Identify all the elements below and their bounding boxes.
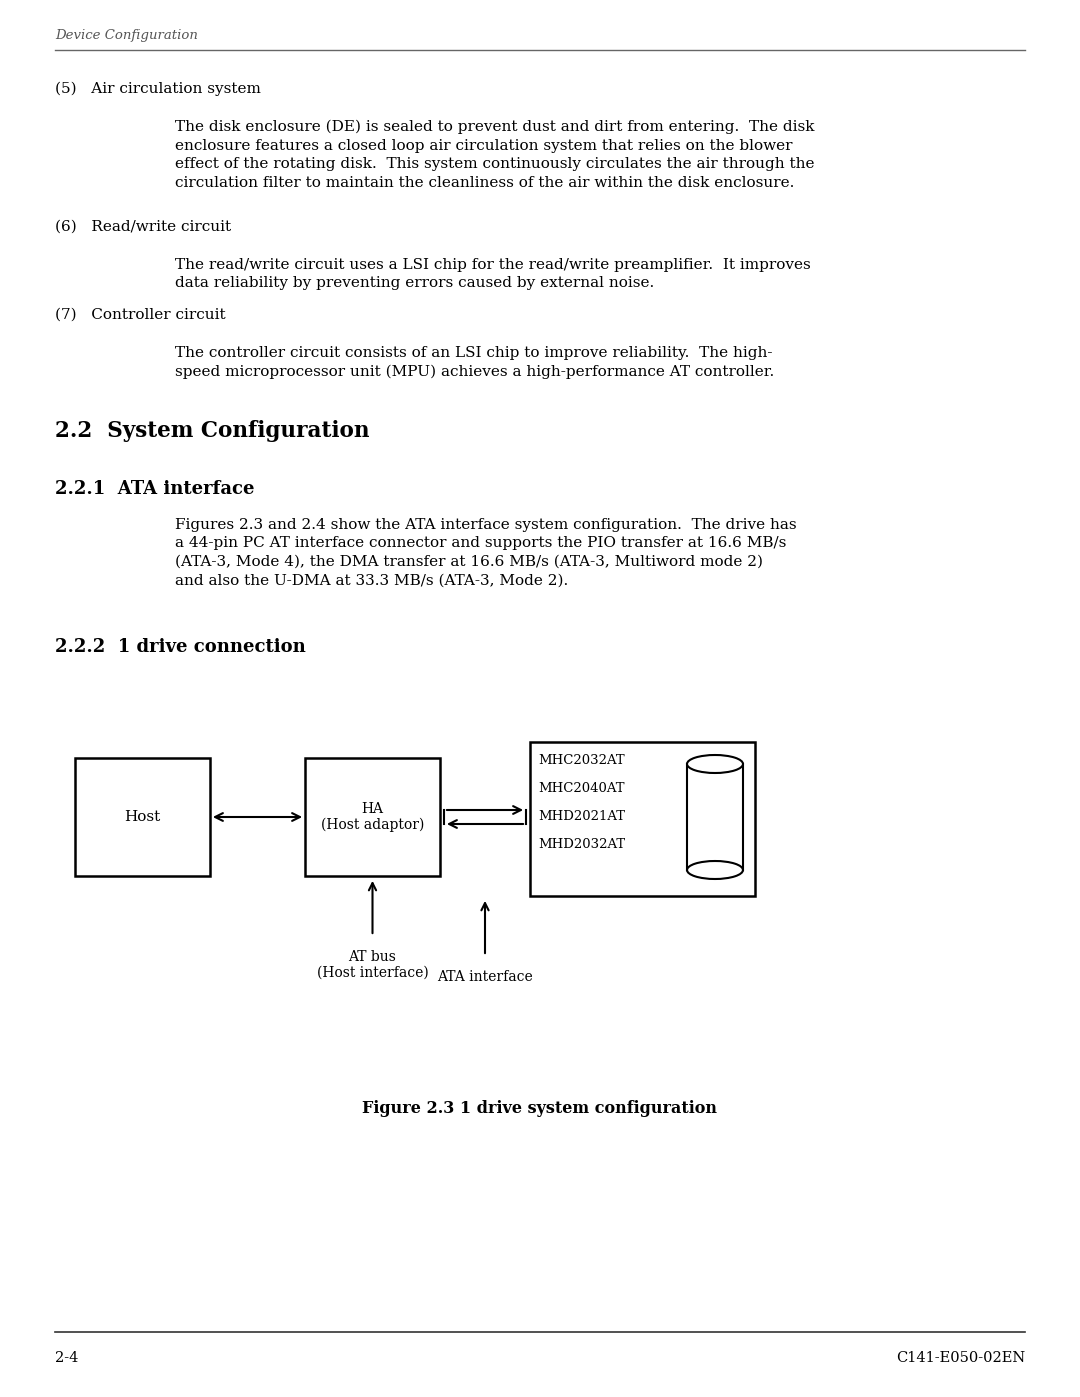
Text: MHC2040AT: MHC2040AT: [538, 781, 624, 795]
Bar: [75, 759, 210, 876]
Text: AT bus: AT bus: [349, 950, 396, 964]
Bar: [530, 742, 755, 895]
Text: The controller circuit consists of an LSI chip to improve reliability.  The high: The controller circuit consists of an LS…: [175, 346, 774, 379]
Text: MHD2032AT: MHD2032AT: [538, 837, 625, 851]
Text: 2.2.2  1 drive connection: 2.2.2 1 drive connection: [55, 638, 306, 657]
Text: The disk enclosure (DE) is sealed to prevent dust and dirt from entering.  The d: The disk enclosure (DE) is sealed to pre…: [175, 120, 814, 190]
Text: MHD2021AT: MHD2021AT: [538, 809, 625, 823]
Text: (5)   Air circulation system: (5) Air circulation system: [55, 82, 261, 96]
Text: Host: Host: [124, 810, 161, 824]
Text: (Host interface): (Host interface): [316, 965, 429, 981]
Text: 2.2  System Configuration: 2.2 System Configuration: [55, 420, 369, 441]
Text: Figure 2.3 1 drive system configuration: Figure 2.3 1 drive system configuration: [363, 1099, 717, 1118]
Bar: [305, 759, 440, 876]
Text: Device Configuration: Device Configuration: [55, 28, 198, 42]
Text: ATA interface: ATA interface: [437, 970, 532, 983]
Text: (6)   Read/write circuit: (6) Read/write circuit: [55, 219, 231, 235]
Text: C141-E050-02EN: C141-E050-02EN: [895, 1351, 1025, 1365]
Text: HA
(Host adaptor): HA (Host adaptor): [321, 802, 424, 833]
Text: Figures 2.3 and 2.4 show the ATA interface system configuration.  The drive has
: Figures 2.3 and 2.4 show the ATA interfa…: [175, 518, 797, 587]
Ellipse shape: [687, 861, 743, 879]
Ellipse shape: [687, 754, 743, 773]
Text: The read/write circuit uses a LSI chip for the read/write preamplifier.  It impr: The read/write circuit uses a LSI chip f…: [175, 258, 811, 291]
Text: 2.2.1  ATA interface: 2.2.1 ATA interface: [55, 481, 255, 497]
Text: 2-4: 2-4: [55, 1351, 79, 1365]
Text: (7)   Controller circuit: (7) Controller circuit: [55, 307, 226, 321]
Text: MHC2032AT: MHC2032AT: [538, 753, 624, 767]
